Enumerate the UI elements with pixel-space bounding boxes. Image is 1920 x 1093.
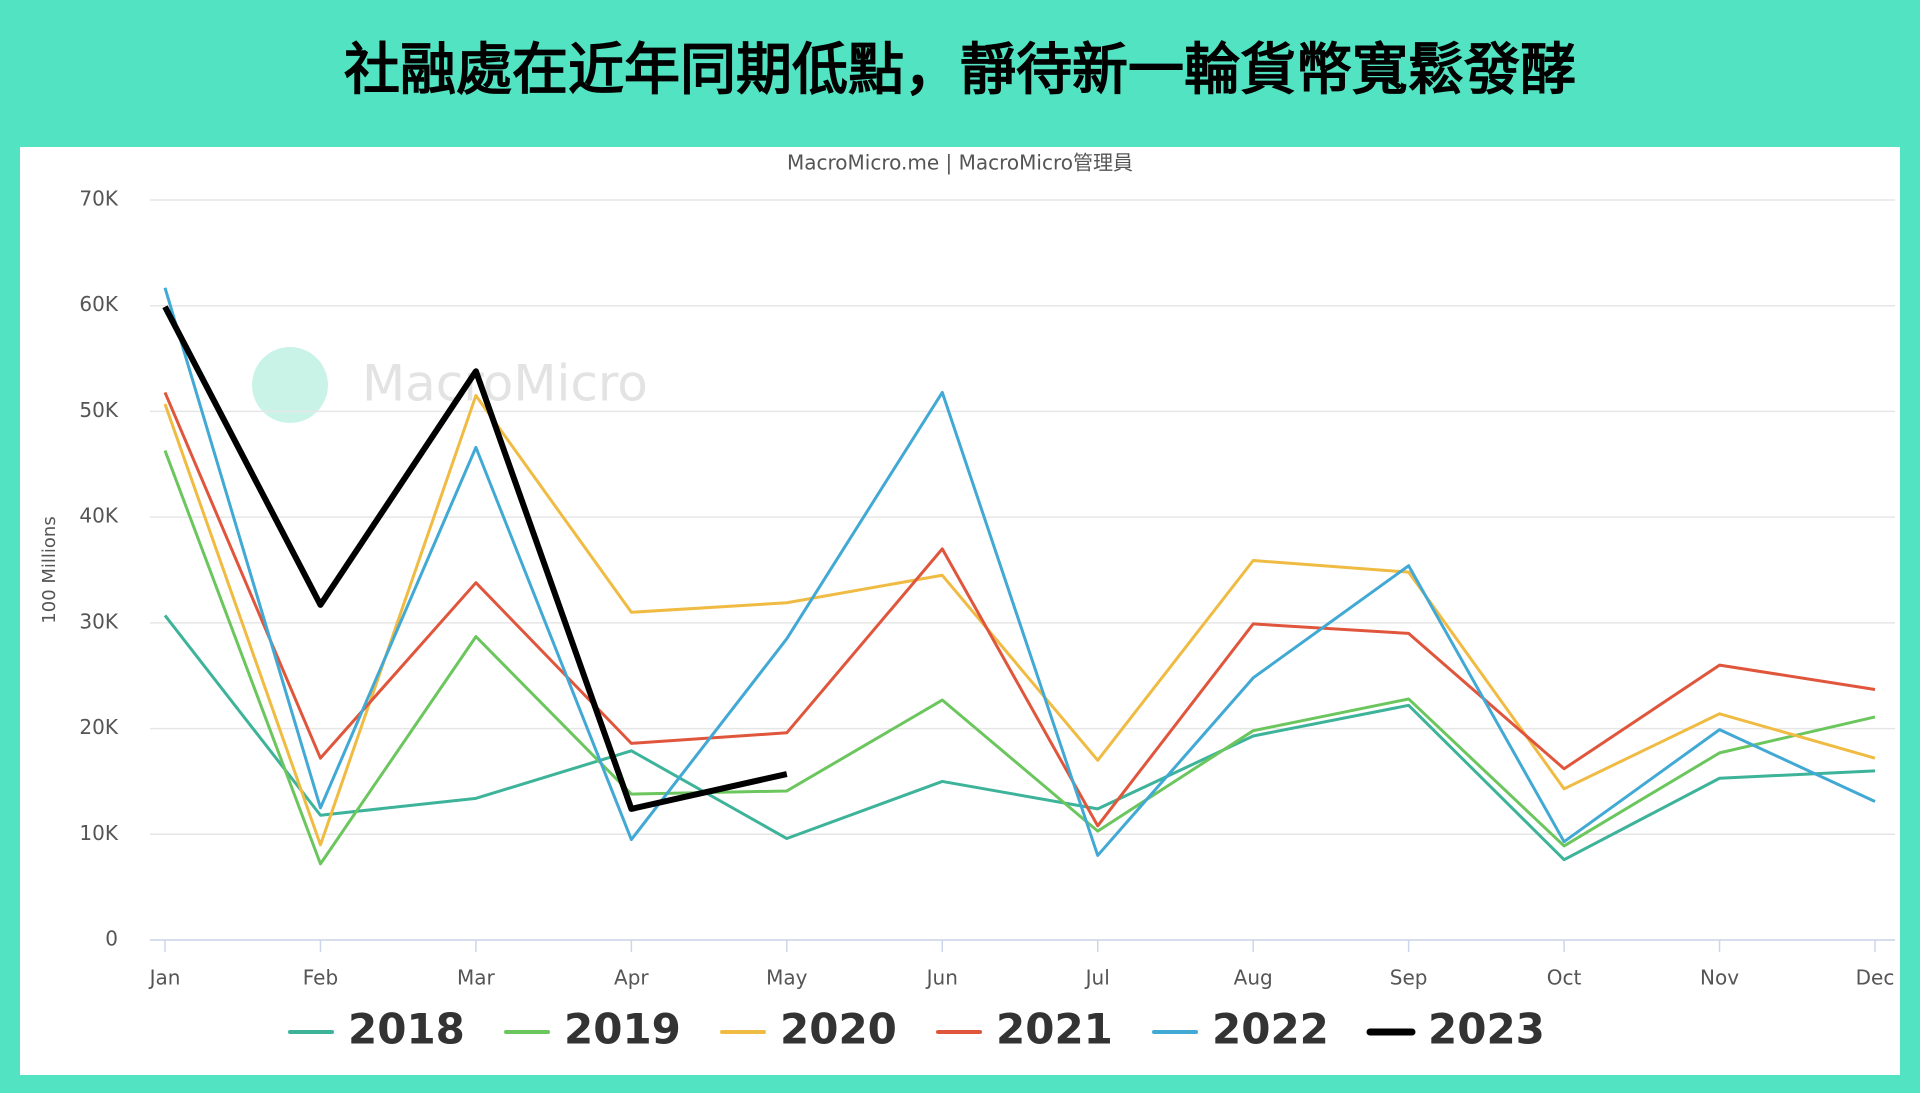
y-tick-label: 50K [79,398,118,422]
x-tick-label: Jul [1084,966,1110,990]
series-line [162,305,788,812]
legend-label: 2022 [1212,1005,1329,1054]
x-tick-label: Sep [1390,966,1428,990]
x-tick-label: Jun [925,966,958,990]
y-tick-label: 40K [79,504,118,528]
x-tick-label: Feb [303,966,338,990]
y-tick-label: 70K [79,187,118,211]
x-tick-label: Nov [1700,966,1739,990]
series-line [163,394,1876,847]
y-tick-label: 20K [79,715,118,739]
y-tick-label: 10K [79,821,118,845]
y-tick-label: 30K [79,609,118,633]
watermark: MacroMicro [362,355,648,413]
x-tick-label: Oct [1547,966,1582,990]
x-tick-label: May [766,966,808,990]
legend-label: 2023 [1428,1005,1545,1054]
x-tick-label: Dec [1856,966,1895,990]
series-line [163,614,1876,862]
legend-label: 2020 [780,1005,897,1054]
y-tick-label: 60K [79,292,118,316]
y-axis-label: 100 Millions [39,516,60,623]
x-tick-label: Aug [1234,966,1273,990]
series-line [163,450,1876,866]
series-line [163,287,1876,857]
series-line [163,391,1876,828]
chart-subtitle: MacroMicro.me | MacroMicro管理員 [787,151,1133,175]
legend-label: 2021 [996,1005,1113,1054]
x-tick-label: Mar [457,966,496,990]
legend-label: 2019 [564,1005,681,1054]
x-tick-label: Apr [614,966,649,990]
y-tick-label: 0 [105,927,118,951]
page-title: 社融處在近年同期低點，靜待新一輪貨幣寬鬆發酵 [344,38,1576,103]
chart-panel [20,147,1900,1075]
watermark-icon [252,347,328,423]
legend-label: 2018 [348,1005,465,1054]
x-tick-label: Jan [148,966,181,990]
